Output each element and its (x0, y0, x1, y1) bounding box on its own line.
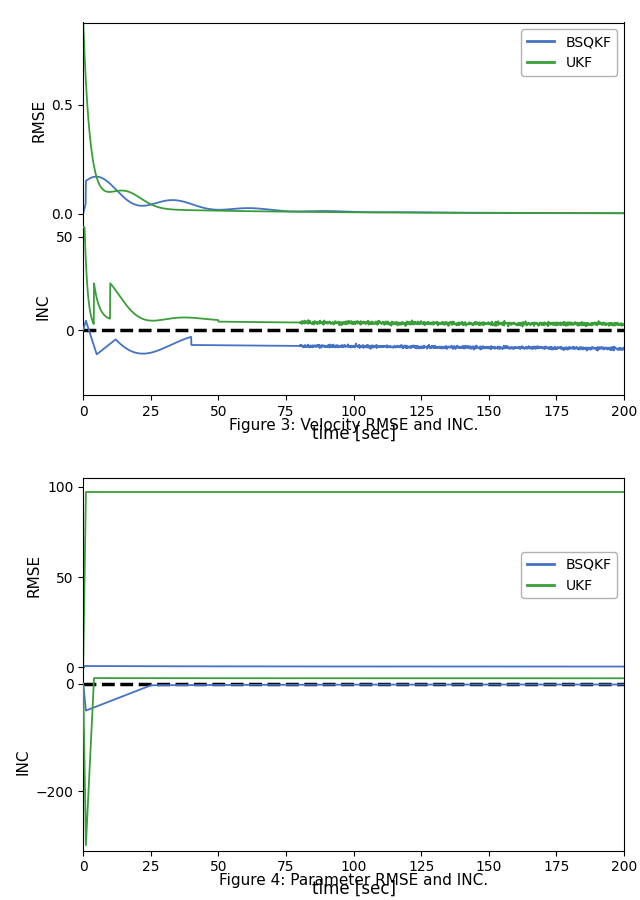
Legend: BSQKF, UKF: BSQKF, UKF (521, 553, 617, 599)
Text: Figure 3: Velocity RMSE and INC.: Figure 3: Velocity RMSE and INC. (229, 418, 478, 433)
X-axis label: time [sec]: time [sec] (312, 425, 396, 443)
Legend: BSQKF, UKF: BSQKF, UKF (521, 30, 617, 76)
Y-axis label: INC: INC (35, 293, 51, 320)
Y-axis label: RMSE: RMSE (26, 554, 42, 597)
Text: Figure 4: Parameter RMSE and INC.: Figure 4: Parameter RMSE and INC. (219, 873, 488, 888)
X-axis label: time [sec]: time [sec] (312, 880, 396, 898)
Y-axis label: RMSE: RMSE (31, 99, 46, 141)
Y-axis label: INC: INC (15, 749, 30, 775)
